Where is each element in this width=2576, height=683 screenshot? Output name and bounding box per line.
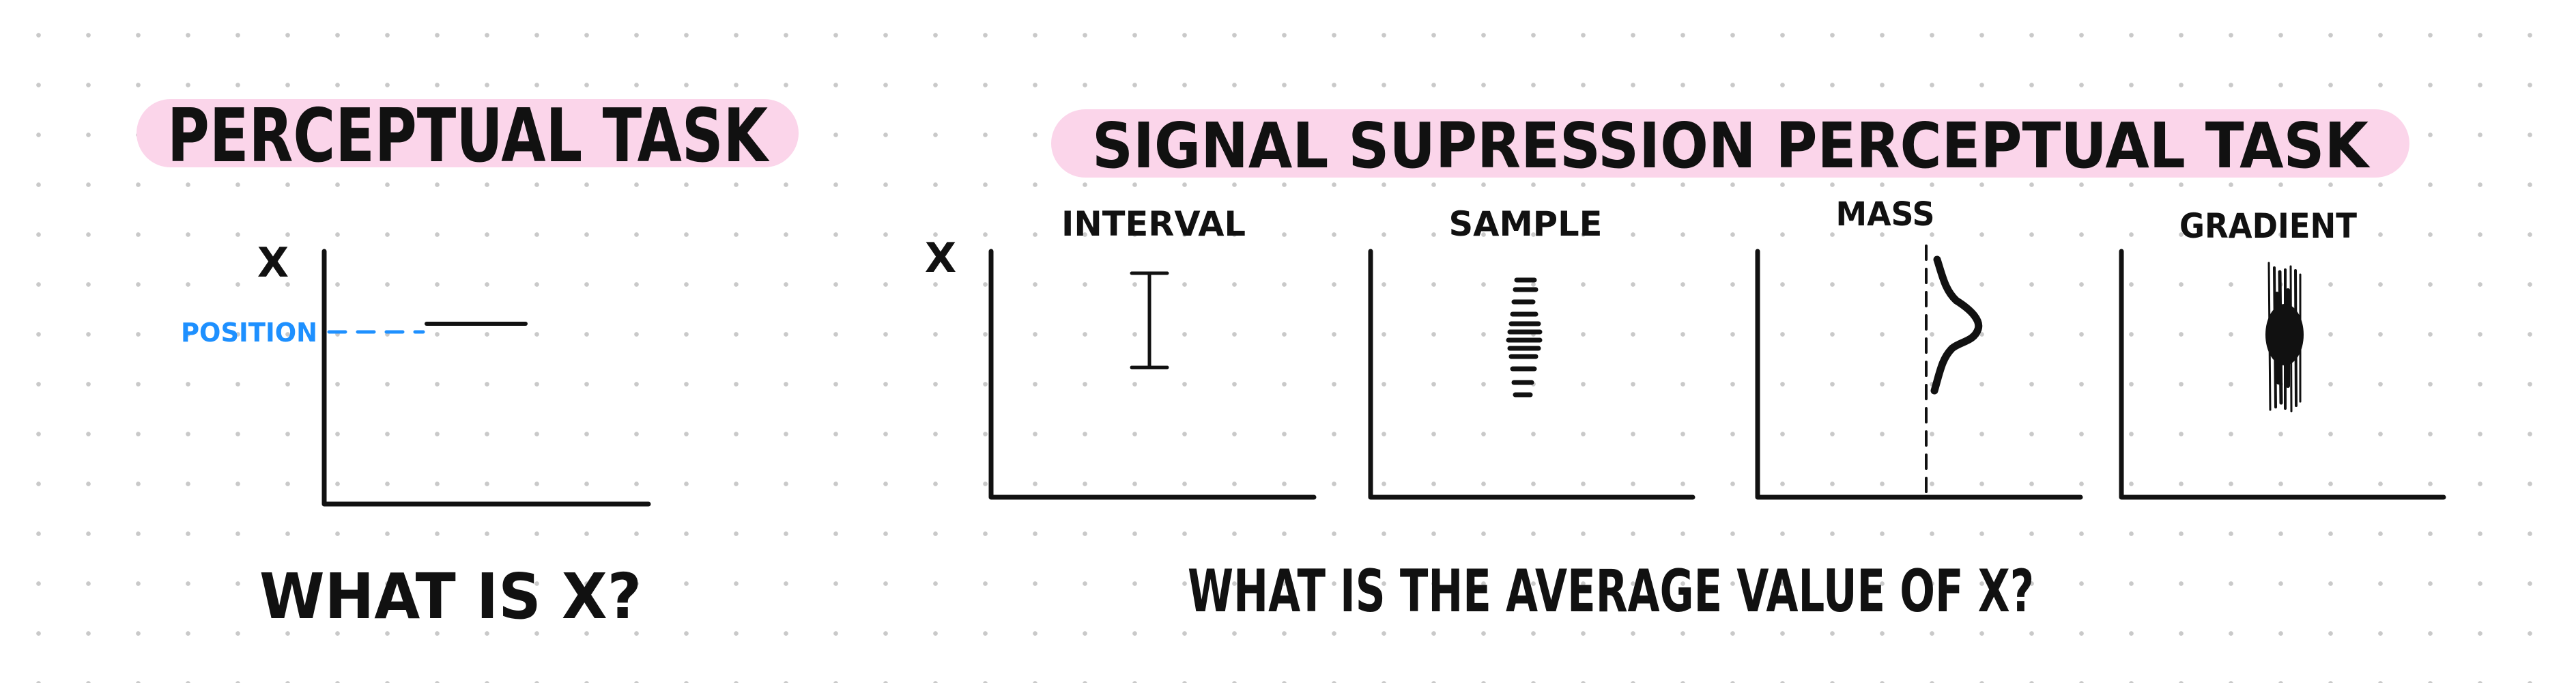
sample-marks — [1506, 277, 1543, 398]
left-title-highlight — [137, 99, 799, 167]
sample-label: SAMPLE — [1449, 204, 1603, 244]
gradient-label: GRADIENT — [2179, 206, 2357, 246]
left-title: PERCEPTUAL TASK — [167, 94, 770, 179]
sample-axes — [1368, 249, 1695, 500]
mass-panel: MASS — [1755, 195, 2083, 500]
left-panel: PERCEPTUAL TASK X POSITION WHAT IS X? — [137, 94, 799, 633]
mass-axes — [1755, 249, 2083, 500]
gradient-core — [2265, 304, 2304, 365]
left-axis-label: X — [257, 239, 289, 287]
position-label: POSITION — [181, 318, 317, 348]
right-title: SIGNAL SUPRESSION PERCEPTUAL TASK — [1092, 109, 2371, 182]
gradient-panel: GRADIENT — [2119, 206, 2446, 500]
left-question: WHAT IS X? — [259, 560, 642, 633]
interval-mark — [1130, 271, 1169, 370]
gradient-axes — [2119, 249, 2446, 500]
left-axes — [321, 249, 651, 507]
right-axis-label: X — [925, 234, 956, 282]
interval-panel: INTERVAL — [988, 204, 1317, 500]
right-panel: SIGNAL SUPRESSION PERCEPTUAL TASK X INTE… — [925, 109, 2446, 626]
right-title-highlight — [1051, 109, 2409, 178]
interval-axes — [988, 249, 1317, 500]
interval-label: INTERVAL — [1061, 204, 1246, 244]
sample-panel: SAMPLE — [1368, 204, 1695, 500]
mass-label: MASS — [1836, 195, 1935, 234]
right-question: WHAT IS THE AVERAGE VALUE OF X? — [1188, 557, 2034, 626]
mass-density-curve — [1930, 255, 1983, 395]
